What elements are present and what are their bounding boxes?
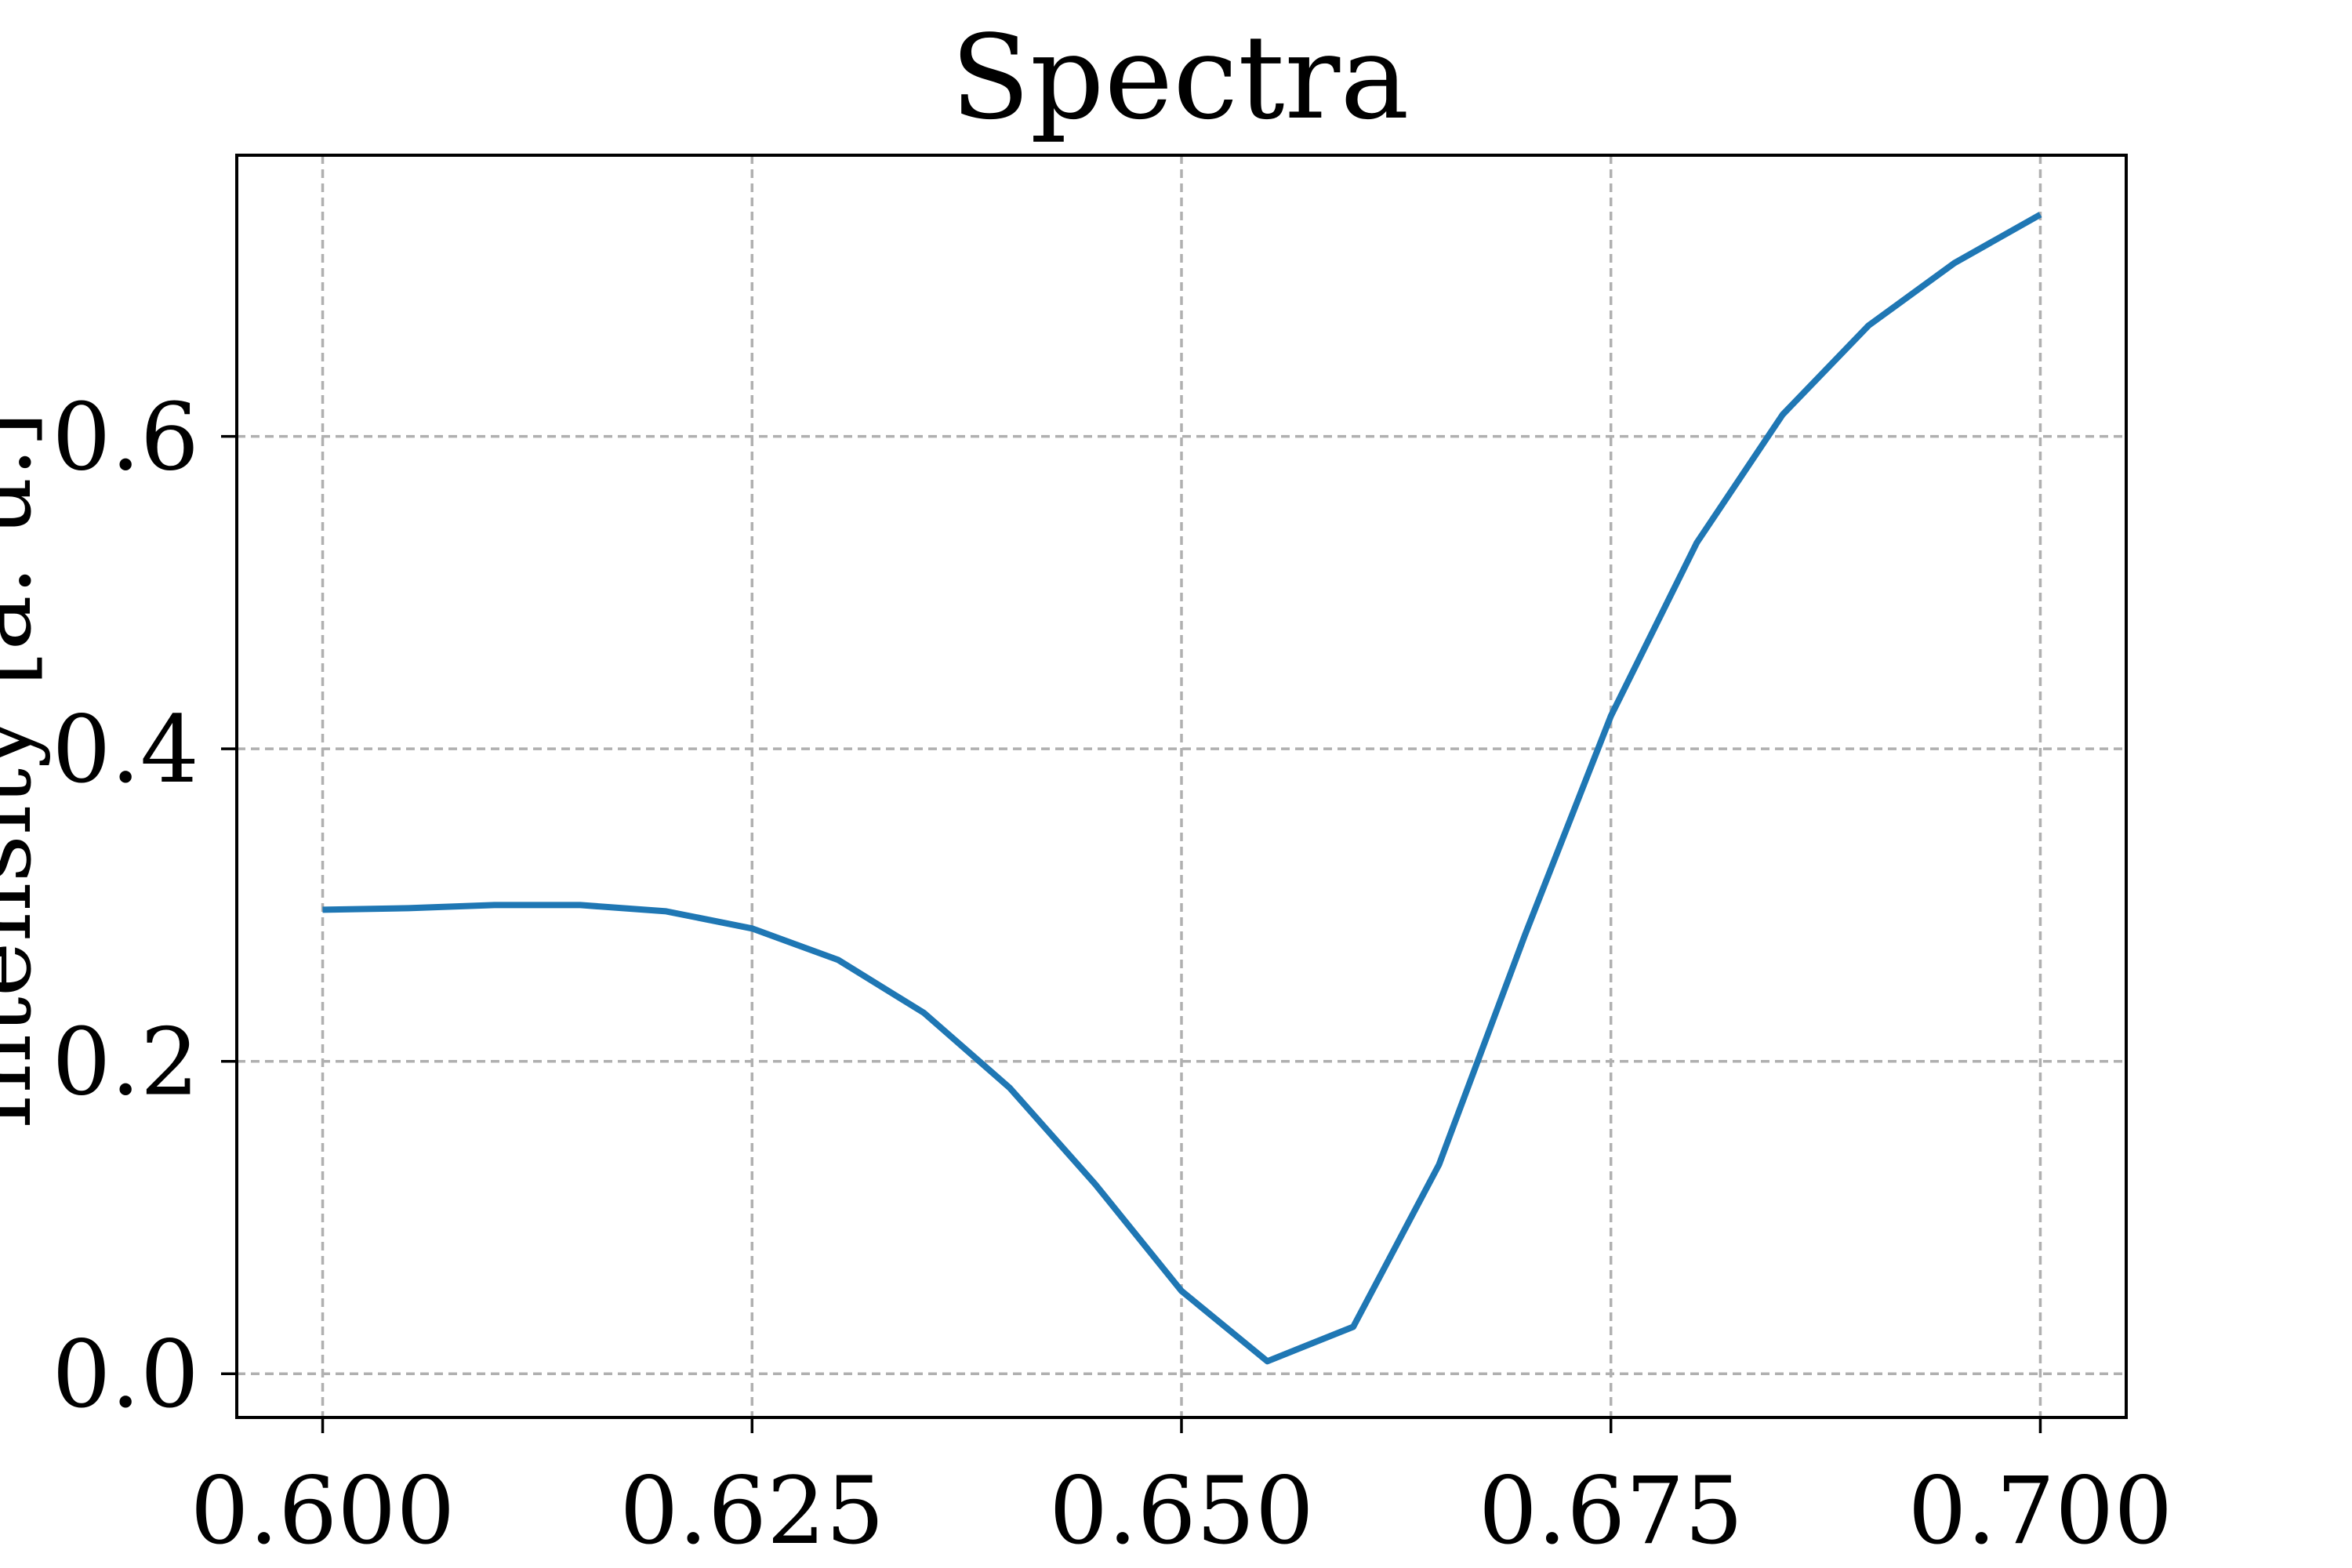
grid-lines xyxy=(237,155,2126,1417)
x-tick-label: 0.650 xyxy=(1049,1457,1314,1565)
y-tick-label: 0.0 xyxy=(52,1320,199,1428)
chart-title: Spectra xyxy=(950,10,1409,145)
y-axis-ticks: 0.0 0.2 0.4 0.6 xyxy=(52,383,237,1428)
x-tick-label: 0.675 xyxy=(1479,1457,1744,1565)
y-axis-label: Intensity [a. u.] xyxy=(0,412,52,1131)
series-layer xyxy=(322,212,2042,1365)
x-tick-label: 0.700 xyxy=(1908,1457,2173,1565)
series-line-0 xyxy=(322,212,2042,1365)
y-tick-label: 0.2 xyxy=(52,1008,199,1116)
y-tick-label: 0.4 xyxy=(52,695,199,804)
x-axis-ticks: 0.600 0.625 0.650 0.675 0.700 xyxy=(191,1417,2173,1565)
y-tick-label: 0.6 xyxy=(52,383,199,492)
x-tick-label: 0.625 xyxy=(619,1457,884,1565)
x-tick-label: 0.600 xyxy=(191,1457,456,1565)
